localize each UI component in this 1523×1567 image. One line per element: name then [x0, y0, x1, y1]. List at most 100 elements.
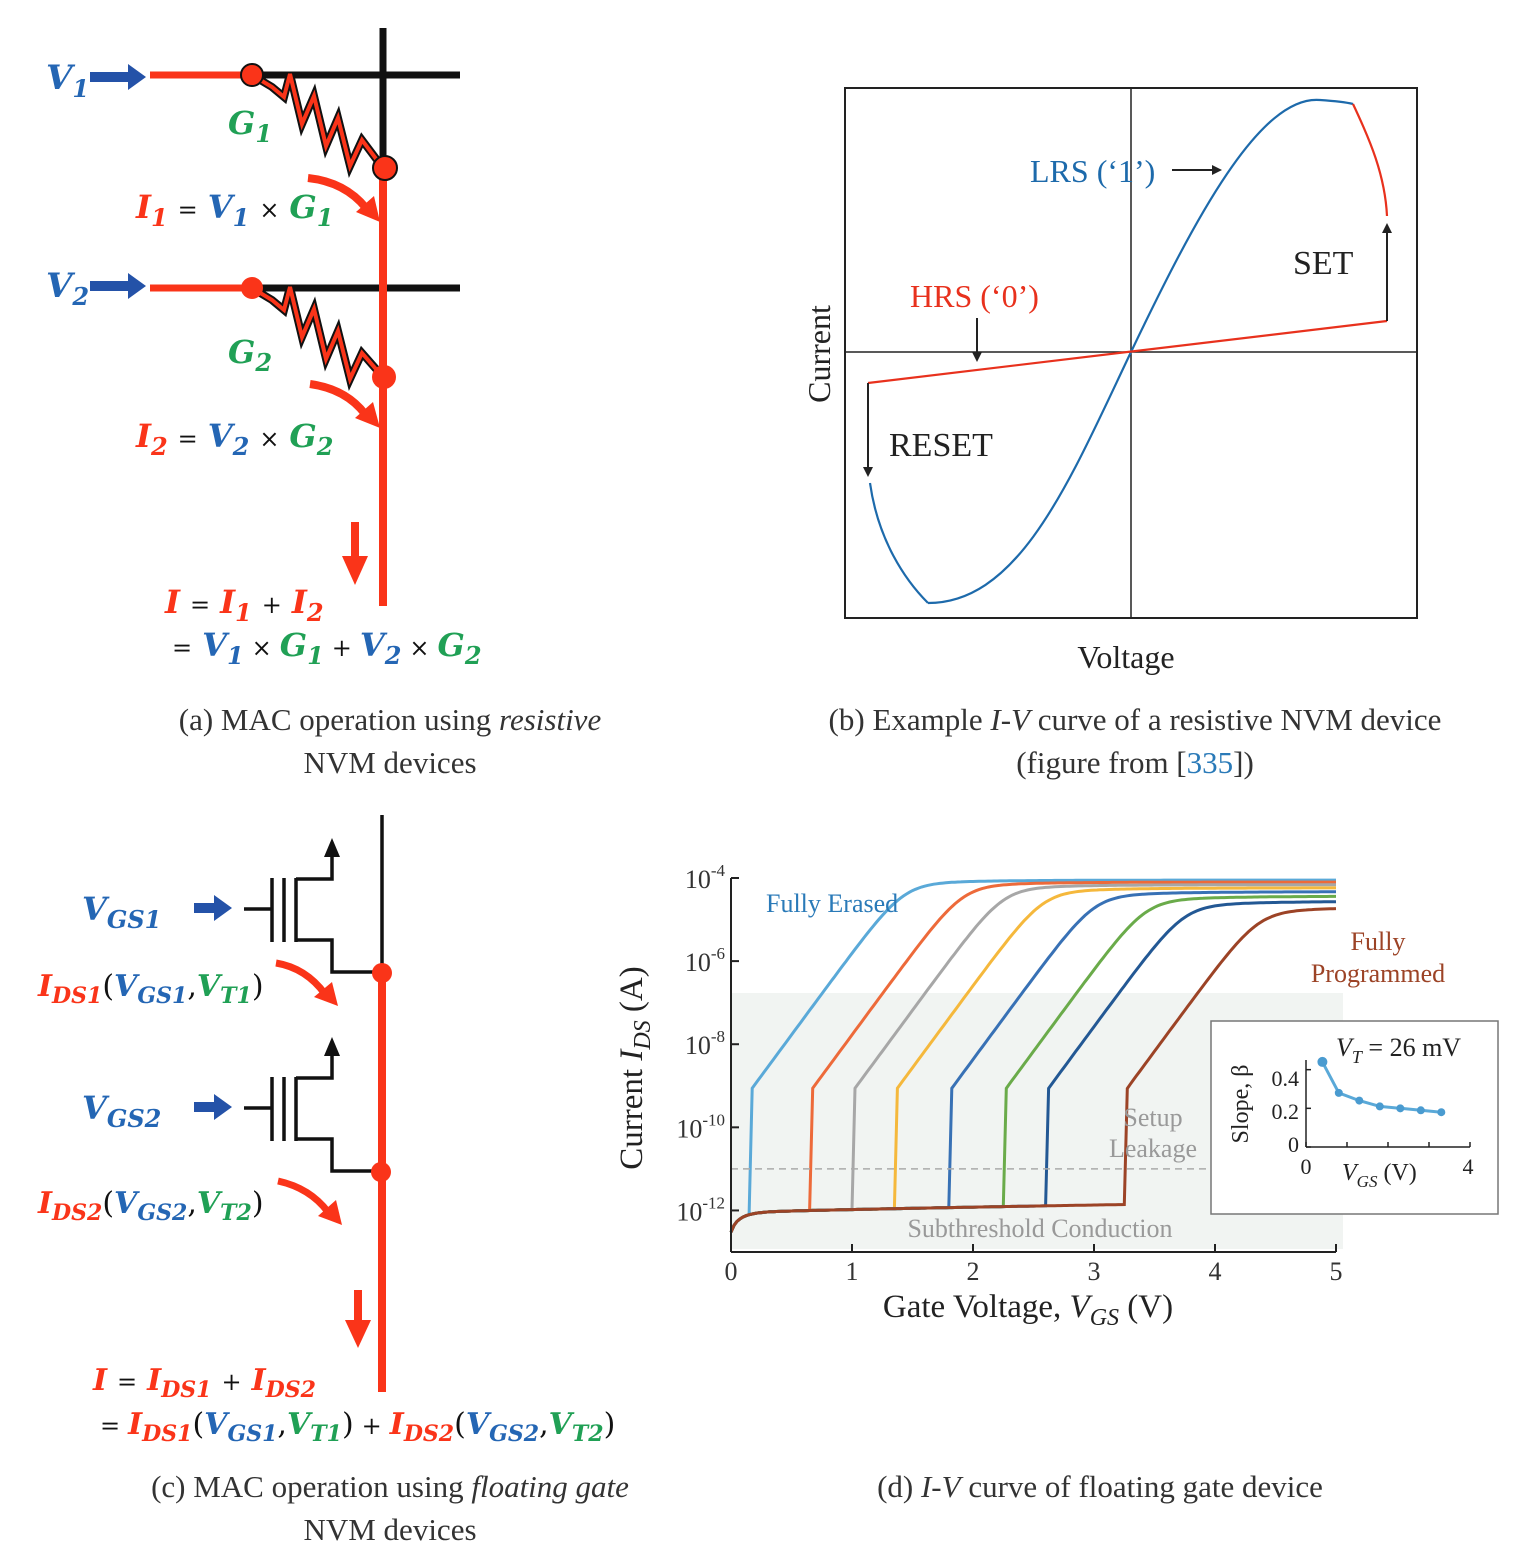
set-label: SET — [1293, 245, 1354, 282]
equation-i2: I2 = V2 × G2 — [135, 417, 333, 461]
inset-frame — [1210, 1020, 1499, 1215]
ytick-label-1e-6: 10-6 — [685, 944, 725, 977]
set-red-segment — [1352, 103, 1389, 217]
label-g1: G1 — [228, 104, 272, 148]
fg-current-arrow-2-head — [318, 1200, 342, 1225]
inset-series — [1317, 1056, 1446, 1117]
node-2a — [241, 277, 263, 299]
ytick-label-1e-8: 10-8 — [685, 1027, 725, 1060]
iv-xlabel: Voltage — [1077, 639, 1174, 675]
inset-title: VT = 26 mV — [1336, 1033, 1461, 1067]
inset-xtick-4: 4 — [1463, 1154, 1474, 1179]
label-ids2: IDS2(VGS2,VT2) — [37, 1186, 264, 1226]
inset-xlabel: VGS (V) — [1342, 1160, 1417, 1191]
hrs-label: HRS (‘0’) — [910, 278, 1039, 314]
slope-inset: VT = 26 mV Slope, β 0.4 0.2 0 0 4 VGS (V… — [1210, 1020, 1499, 1215]
transistor-2 — [244, 1051, 382, 1173]
gate-arrow-1 — [194, 895, 232, 921]
equation-sum-2: = V1 × G1 + V2 × G2 — [172, 626, 482, 670]
gate-arrow-2 — [194, 1094, 232, 1120]
fg-sum-arrow-head — [345, 1320, 371, 1348]
inset-point — [1317, 1056, 1328, 1067]
transistor-1-arrow — [324, 838, 340, 857]
label-v1: V1 — [46, 58, 89, 103]
input-arrow-2 — [90, 273, 146, 299]
fg-node-2 — [371, 1162, 391, 1182]
inset-ytick-0.4: 0.4 — [1272, 1066, 1300, 1091]
label-v2: V2 — [46, 266, 89, 311]
inset-point — [1437, 1108, 1446, 1117]
resistor-2 — [250, 286, 385, 385]
xtick-label-0: 0 — [725, 1257, 738, 1286]
fully-erased-label: Fully Erased — [766, 889, 898, 918]
fg-ylabel: Current IDS (A) — [614, 966, 656, 1169]
node-1a — [240, 63, 264, 87]
caption-d: (d) I-V curve of floating gate device — [877, 1469, 1323, 1504]
inset-ylabel: Slope, β — [1228, 1065, 1254, 1144]
caption-b: (b) Example I-V curve of a resistive NVM… — [828, 702, 1442, 780]
fg-current-arrow-1 — [275, 959, 328, 997]
iv-curve-1 — [729, 878, 1336, 1233]
inset-xtick-0: 0 — [1301, 1154, 1312, 1179]
caption-c: (c) MAC operation using floating gate NV… — [151, 1469, 629, 1547]
iv-curve-8 — [729, 907, 1337, 1233]
transistor-1 — [244, 852, 382, 974]
panel-a: V1 V2 G1 G2 I1 = V1 × G1 I2 = V2 × G2 I = I1 + I2 = V… — [46, 28, 482, 670]
current-arrow-1 — [307, 174, 370, 211]
node-1b — [372, 155, 398, 181]
inset-point — [1396, 1104, 1405, 1113]
xtick-label-2: 2 — [967, 1257, 980, 1286]
label-ids1: IDS1(VGS1,VT1) — [37, 969, 264, 1009]
fully-programmed-label-2: Programmed — [1311, 959, 1445, 988]
xtick-label-1: 1 — [846, 1257, 859, 1286]
fg-node-1 — [372, 963, 392, 983]
panel-b: LRS (‘1’) HRS (‘0’) SET RESET Voltage Cu… — [801, 87, 1418, 675]
resistor-1 — [250, 73, 385, 172]
lrs-curve — [927, 98, 1354, 605]
fg-equation-sum-1: I = IDS1 + IDS2 — [92, 1363, 316, 1403]
caption-a: (a) MAC operation using resistive NVM de… — [178, 702, 602, 780]
label-g2: G2 — [228, 333, 272, 377]
equation-i1: I1 = V1 × G1 — [135, 188, 333, 232]
fg-axis-ticks — [730, 877, 1337, 1252]
xtick-label-4: 4 — [1209, 1257, 1222, 1286]
inset-point — [1355, 1096, 1364, 1105]
subthreshold-label: Subthreshold Conduction — [907, 1214, 1172, 1243]
inset-ytick-0.2: 0.2 — [1272, 1099, 1300, 1124]
inset-ticks — [1305, 1068, 1471, 1148]
node-2b — [372, 365, 396, 389]
ytick-label-1e-10: 10-10 — [676, 1110, 725, 1143]
setup-leakage-label-2: Leakage — [1109, 1134, 1197, 1163]
inset-point — [1416, 1106, 1425, 1115]
inset-point — [1375, 1102, 1384, 1111]
citation-link[interactable]: 335 — [1186, 745, 1234, 780]
iv-curve-2 — [729, 880, 1336, 1233]
current-arrow-1-head — [356, 196, 380, 222]
lrs-label: LRS (‘1’) — [1030, 153, 1155, 189]
fg-current-arrow-2 — [277, 1177, 331, 1215]
hrs-line — [867, 319, 1388, 385]
panel-d: 0 1 2 3 4 5 10-4 10-6 10-8 10-10 10-12 G… — [614, 861, 1499, 1331]
reset-blue-segment — [868, 482, 929, 604]
label-vgs2: VGS2 — [82, 1089, 161, 1133]
iv-ylabel: Current — [801, 305, 837, 403]
transistor-2-arrow — [324, 1037, 340, 1056]
label-vgs1: VGS1 — [82, 890, 161, 934]
panel-c: VGS1 VGS2 IDS1(VGS1,VT1) IDS2(VGS2,VT2) … — [37, 815, 615, 1447]
inset-ytick-0: 0 — [1288, 1132, 1299, 1157]
fully-programmed-label-1: Fully — [1351, 927, 1406, 956]
ytick-label-1e-4: 10-4 — [685, 861, 726, 894]
xtick-label-3: 3 — [1088, 1257, 1101, 1286]
xtick-label-5: 5 — [1330, 1257, 1343, 1286]
fg-current-arrow-1-head — [314, 982, 338, 1006]
sum-arrow-head — [342, 556, 368, 585]
fg-ytick-labels: 10-4 10-6 10-8 10-10 10-12 — [676, 861, 725, 1226]
input-arrow-1 — [90, 64, 146, 90]
fg-xtick-labels: 0 1 2 3 4 5 — [725, 1257, 1343, 1286]
equation-sum-1: I = I1 + I2 — [164, 583, 324, 627]
reset-label: RESET — [889, 427, 993, 464]
setup-leakage-label-1: Setup — [1123, 1103, 1182, 1132]
inset-point — [1334, 1088, 1343, 1097]
fg-equation-sum-2: = IDS1(VGS1,VT1) + IDS2(VGS2,VT2) — [100, 1407, 615, 1447]
